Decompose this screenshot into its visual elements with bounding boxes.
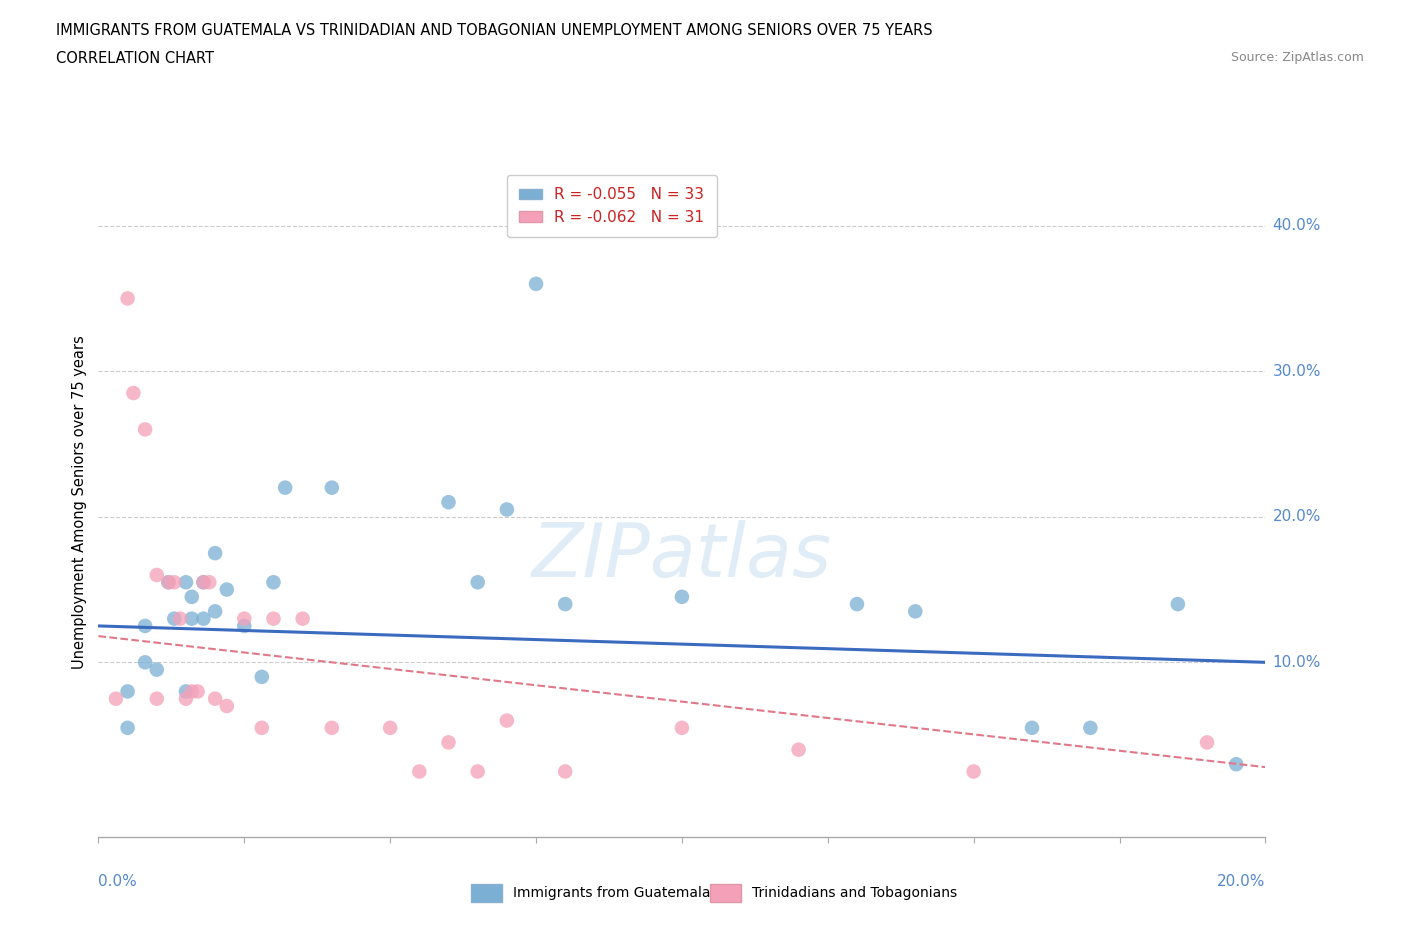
Point bbox=[233, 618, 256, 633]
Point bbox=[233, 611, 256, 626]
Point bbox=[198, 575, 221, 590]
Point bbox=[157, 575, 180, 590]
Point bbox=[321, 721, 343, 736]
Point bbox=[174, 691, 197, 706]
Point bbox=[250, 670, 273, 684]
Point bbox=[180, 590, 202, 604]
Point bbox=[291, 611, 314, 626]
Point bbox=[250, 721, 273, 736]
Point bbox=[215, 698, 238, 713]
Text: 30.0%: 30.0% bbox=[1272, 364, 1320, 379]
Point bbox=[134, 618, 156, 633]
Point bbox=[554, 597, 576, 612]
Point bbox=[1080, 721, 1102, 736]
Point bbox=[671, 590, 693, 604]
Point bbox=[1167, 597, 1189, 612]
Point bbox=[169, 611, 191, 626]
Point bbox=[117, 684, 139, 698]
Point bbox=[437, 495, 460, 510]
Point bbox=[204, 546, 226, 561]
Point bbox=[134, 422, 156, 437]
Point bbox=[467, 764, 489, 779]
Point bbox=[193, 611, 215, 626]
Point bbox=[495, 713, 517, 728]
Point bbox=[146, 662, 169, 677]
Text: IMMIGRANTS FROM GUATEMALA VS TRINIDADIAN AND TOBAGONIAN UNEMPLOYMENT AMONG SENIO: IMMIGRANTS FROM GUATEMALA VS TRINIDADIAN… bbox=[56, 23, 932, 38]
Text: 40.0%: 40.0% bbox=[1272, 219, 1320, 233]
Point bbox=[163, 611, 186, 626]
Legend: R = -0.055   N = 33, R = -0.062   N = 31: R = -0.055 N = 33, R = -0.062 N = 31 bbox=[508, 175, 717, 237]
Point bbox=[204, 604, 226, 618]
Text: Immigrants from Guatemala: Immigrants from Guatemala bbox=[513, 885, 710, 900]
Point bbox=[180, 684, 202, 698]
Point bbox=[904, 604, 927, 618]
Point bbox=[180, 611, 202, 626]
Point bbox=[262, 611, 284, 626]
Point bbox=[187, 684, 209, 698]
Point bbox=[495, 502, 517, 517]
Text: 0.0%: 0.0% bbox=[98, 874, 138, 889]
Point bbox=[117, 291, 139, 306]
Point bbox=[845, 597, 868, 612]
Point bbox=[437, 735, 460, 750]
Point bbox=[524, 276, 547, 291]
Point bbox=[321, 480, 343, 495]
Point bbox=[408, 764, 430, 779]
Point bbox=[671, 721, 693, 736]
Point bbox=[1195, 735, 1218, 750]
Point bbox=[157, 575, 180, 590]
Point bbox=[174, 575, 197, 590]
Point bbox=[378, 721, 402, 736]
Point bbox=[174, 684, 197, 698]
Y-axis label: Unemployment Among Seniors over 75 years: Unemployment Among Seniors over 75 years bbox=[72, 336, 87, 669]
Point bbox=[1021, 721, 1043, 736]
Point bbox=[122, 386, 145, 401]
Point bbox=[262, 575, 284, 590]
Point bbox=[554, 764, 576, 779]
Point bbox=[134, 655, 156, 670]
Point bbox=[1225, 757, 1247, 772]
Text: Trinidadians and Tobagonians: Trinidadians and Tobagonians bbox=[752, 885, 957, 900]
Point bbox=[104, 691, 127, 706]
Point bbox=[117, 721, 139, 736]
Text: 10.0%: 10.0% bbox=[1272, 655, 1320, 670]
Point bbox=[204, 691, 226, 706]
Text: CORRELATION CHART: CORRELATION CHART bbox=[56, 51, 214, 66]
Point bbox=[962, 764, 984, 779]
Point bbox=[193, 575, 215, 590]
Point bbox=[467, 575, 489, 590]
Point bbox=[163, 575, 186, 590]
Text: Source: ZipAtlas.com: Source: ZipAtlas.com bbox=[1230, 51, 1364, 64]
Point bbox=[787, 742, 810, 757]
Point bbox=[193, 575, 215, 590]
Point bbox=[146, 567, 169, 582]
Text: 20.0%: 20.0% bbox=[1272, 510, 1320, 525]
Point bbox=[274, 480, 297, 495]
Text: 20.0%: 20.0% bbox=[1218, 874, 1265, 889]
Point bbox=[146, 691, 169, 706]
Text: ZIPatlas: ZIPatlas bbox=[531, 520, 832, 591]
Point bbox=[215, 582, 238, 597]
